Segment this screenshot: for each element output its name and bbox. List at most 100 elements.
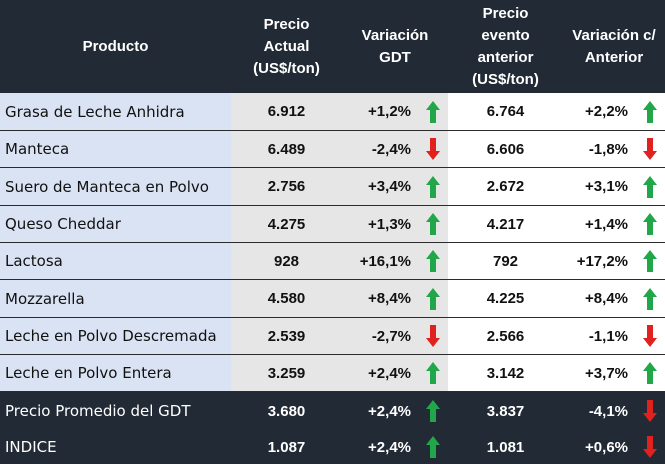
current-price: 6.912 (231, 93, 342, 130)
previous-variation: +0,6% (585, 438, 628, 456)
arrow-down-icon (642, 400, 657, 422)
current-price: 3.680 (267, 402, 306, 420)
current-price: 2.539 (231, 318, 342, 354)
gdt-variation-arrow (417, 168, 448, 205)
header-price-line: Precio (263, 15, 310, 33)
gdt-variation: +1,3% (342, 206, 417, 242)
current-price: 3.259 (231, 355, 342, 391)
previous-variation: +3,7% (563, 355, 634, 391)
previous-price: 3.837 (486, 402, 525, 420)
header-price-line: (US$/ton) (253, 59, 320, 77)
arrow-up-icon (425, 213, 440, 235)
header-varprev-line: Variación c/ (572, 26, 656, 44)
product-name: Lactosa (0, 243, 231, 279)
gdt-variation-arrow (417, 392, 448, 430)
gdt-variation-arrow (417, 206, 448, 242)
header-variation-line: GDT (379, 48, 411, 66)
product-name: Leche en Polvo Entera (0, 355, 231, 391)
previous-variation-arrow (634, 131, 665, 167)
header-prev-line: anterior (477, 48, 534, 66)
table-row: Suero de Manteca en Polvo 2.756 +3,4% 2.672… (0, 168, 665, 206)
previous-variation: +3,1% (563, 168, 634, 205)
product-name: Precio Promedio del GDT (5, 402, 191, 420)
header-prev-line: (US$/ton) (472, 70, 539, 88)
previous-variation: -4,1% (588, 402, 628, 420)
previous-price: 792 (448, 243, 563, 279)
previous-variation: +1,4% (563, 206, 634, 242)
current-price: 928 (231, 243, 342, 279)
current-price: 4.580 (231, 280, 342, 317)
product-name: INDICE (5, 438, 57, 456)
product-name: Leche en Polvo Descremada (0, 318, 231, 354)
gdt-variation-arrow (417, 243, 448, 279)
arrow-down-icon (425, 138, 440, 160)
gdt-variation: +2,4% (368, 438, 411, 456)
previous-variation-arrow (634, 168, 665, 205)
gdt-variation: -2,7% (342, 318, 417, 354)
header-product: Producto (0, 0, 231, 93)
header-price-line: Actual (263, 37, 310, 55)
previous-variation-arrow (634, 392, 665, 430)
arrow-up-icon (425, 175, 440, 198)
table-row: Leche en Polvo Descremada 2.539 -2,7% 2.566… (0, 318, 665, 355)
current-price: 6.489 (231, 131, 342, 167)
gdt-variation: +2,4% (342, 355, 417, 391)
header-price: Precio Actual (US$/ton) (231, 0, 342, 93)
header-variation: Variación GDT (342, 0, 448, 93)
product-name: Suero de Manteca en Polvo (0, 168, 231, 205)
table-row: Queso Cheddar 4.275 +1,3% 4.217 +1,4% (0, 206, 665, 243)
arrow-down-icon (642, 436, 657, 458)
current-price: 2.756 (231, 168, 342, 205)
header-prev-price: Precio evento anterior (US$/ton) (448, 0, 563, 93)
header-varprev-line: Anterior (584, 48, 644, 66)
product-name: Grasa de Leche Anhidra (0, 93, 231, 130)
gdt-variation-arrow (417, 280, 448, 317)
previous-price: 1.081 (486, 438, 525, 456)
arrow-up-icon (642, 250, 657, 272)
gdt-variation-arrow (417, 131, 448, 167)
arrow-down-icon (642, 138, 657, 160)
gdt-variation: +2,4% (368, 402, 411, 420)
header-variation-prev: Variación c/ Anterior (563, 0, 665, 93)
arrow-up-icon (425, 362, 440, 384)
arrow-up-icon (642, 213, 657, 235)
table-row: Lactosa 928 +16,1% 792 +17,2% (0, 243, 665, 280)
gdt-variation: -2,4% (342, 131, 417, 167)
product-name: Manteca (0, 131, 231, 167)
header-variation-line: Variación (361, 26, 429, 44)
arrow-up-icon (425, 287, 440, 310)
gdt-variation: +16,1% (342, 243, 417, 279)
arrow-up-icon (642, 175, 657, 198)
previous-variation: +8,4% (563, 280, 634, 317)
arrow-up-icon (642, 362, 657, 384)
current-price: 1.087 (267, 438, 306, 456)
gdt-variation-arrow (417, 318, 448, 354)
gdt-variation-arrow (417, 430, 448, 464)
arrow-up-icon (642, 287, 657, 310)
table-row: Leche en Polvo Entera 3.259 +2,4% 3.142 +3,7… (0, 355, 665, 392)
table-row: INDICE 1.087 +2,4% 1.081 +0,6% (0, 430, 665, 464)
previous-variation: +2,2% (563, 93, 634, 130)
previous-variation: +17,2% (563, 243, 634, 279)
table-row: Manteca 6.489 -2,4% 6.606 -1,8% (0, 131, 665, 168)
current-price: 4.275 (231, 206, 342, 242)
previous-price: 4.217 (448, 206, 563, 242)
table-row: Precio Promedio del GDT 3.680 +2,4% 3.837 -4… (0, 392, 665, 430)
table-row: Grasa de Leche Anhidra 6.912 +1,2% 6.764 +2,… (0, 93, 665, 131)
previous-variation-arrow (634, 243, 665, 279)
arrow-down-icon (425, 325, 440, 347)
header-product-label: Producto (82, 37, 149, 55)
table-header: Producto Precio Actual (US$/ton) Variaci… (0, 0, 665, 93)
gdt-variation: +8,4% (342, 280, 417, 317)
previous-variation-arrow (634, 93, 665, 130)
previous-price: 3.142 (448, 355, 563, 391)
previous-variation-arrow (634, 318, 665, 354)
gdt-variation-arrow (417, 93, 448, 130)
gdt-variation: +3,4% (342, 168, 417, 205)
product-name: Mozzarella (0, 280, 231, 317)
gdt-variation: +1,2% (342, 93, 417, 130)
previous-variation-arrow (634, 206, 665, 242)
arrow-up-icon (642, 100, 657, 123)
arrow-up-icon (425, 250, 440, 272)
